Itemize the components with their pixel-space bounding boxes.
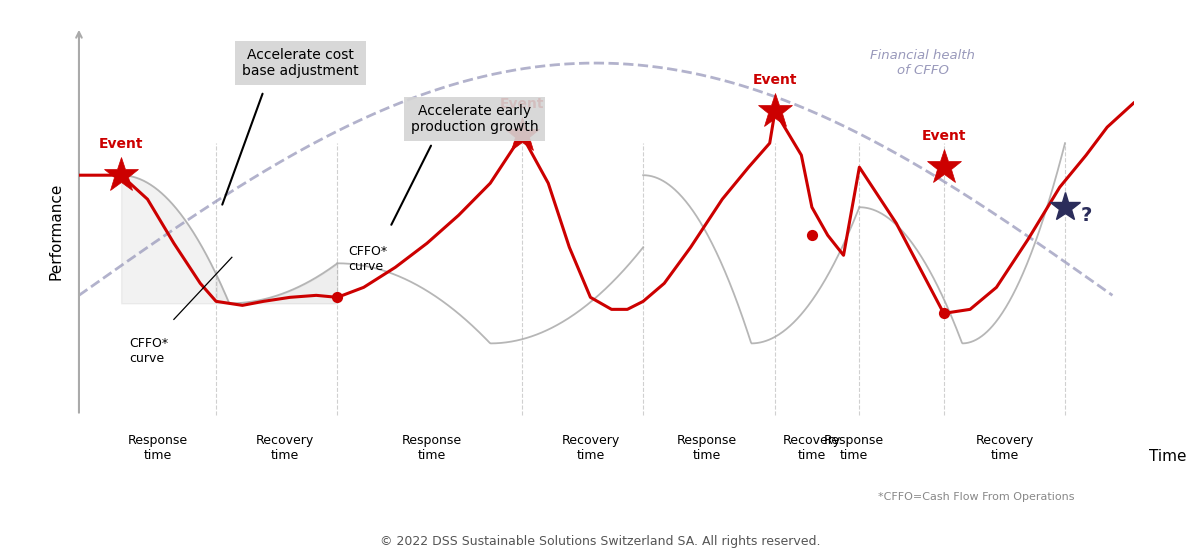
Text: CFFO*
curve: CFFO* curve	[130, 337, 169, 365]
Point	[934, 309, 953, 318]
Text: Event: Event	[499, 97, 544, 111]
Text: Response
time: Response time	[677, 433, 737, 461]
Text: CFFO*
curve: CFFO* curve	[348, 245, 388, 273]
Point	[803, 231, 822, 240]
Point	[328, 293, 347, 302]
Text: Financial health
of CFFO: Financial health of CFFO	[870, 49, 976, 77]
Text: Recovery
time: Recovery time	[976, 433, 1034, 461]
Text: Response
time: Response time	[402, 433, 462, 461]
Text: ?: ?	[1081, 206, 1092, 225]
Text: Event: Event	[98, 137, 143, 151]
Text: Accelerate cost
base adjustment: Accelerate cost base adjustment	[242, 48, 359, 78]
Text: Time: Time	[1150, 449, 1187, 464]
Text: Performance: Performance	[48, 183, 64, 280]
Text: Event: Event	[752, 73, 797, 87]
Text: Response
time: Response time	[824, 433, 884, 461]
Text: Recovery
time: Recovery time	[782, 433, 841, 461]
Text: Accelerate early
production growth: Accelerate early production growth	[410, 104, 539, 134]
Text: Recovery
time: Recovery time	[562, 433, 619, 461]
Text: Recovery
time: Recovery time	[256, 433, 313, 461]
Text: *CFFO=Cash Flow From Operations: *CFFO=Cash Flow From Operations	[877, 492, 1074, 503]
Text: © 2022 DSS Sustainable Solutions Switzerland SA. All rights reserved.: © 2022 DSS Sustainable Solutions Switzer…	[379, 535, 821, 547]
Text: Response
time: Response time	[128, 433, 188, 461]
Text: Event: Event	[922, 129, 966, 143]
